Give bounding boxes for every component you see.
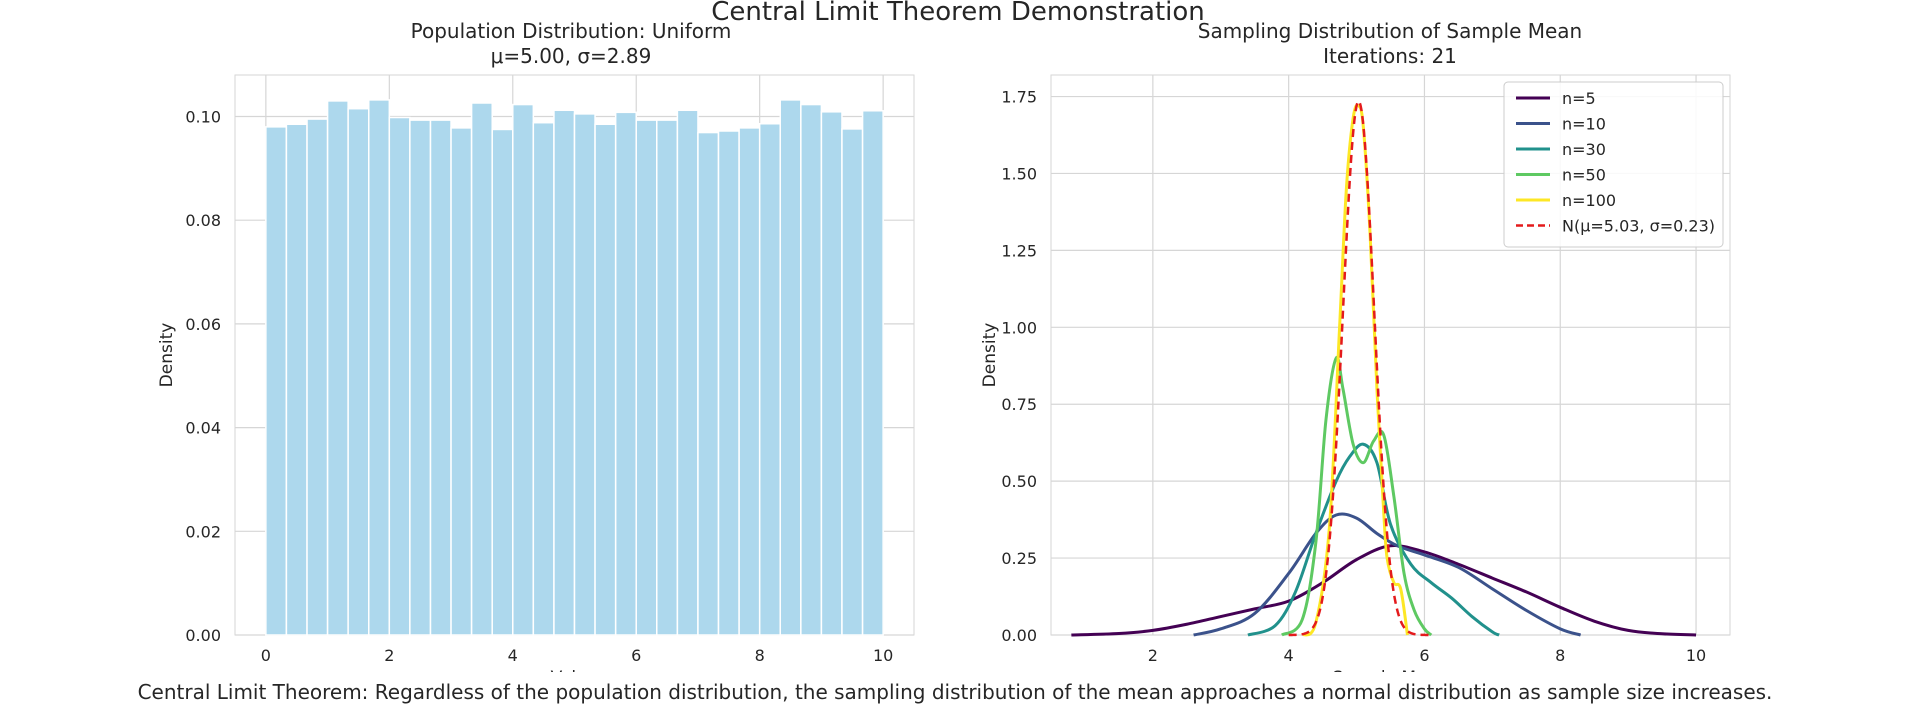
histogram-bar [841,128,864,636]
sampling-x-tick-label: 2 [1148,646,1158,665]
sampling-x-tick-label: 10 [1686,646,1706,665]
histogram-bar [656,119,679,636]
legend-label: n=50 [1562,166,1606,185]
sampling-x-tick-label: 8 [1555,646,1565,665]
sampling-title: Sampling Distribution of Sample Mean [1198,19,1582,43]
legend-label: n=30 [1562,140,1606,159]
histogram-bar [553,109,576,636]
sampling-x-ticks: 2 4 6 8 10 [1148,646,1706,665]
sampling-distribution-panel: Sampling Distribution of Sample Mean Ite… [980,19,1731,688]
legend-entry: n=5 [1516,89,1596,108]
histogram-y-ticks: 0.00 0.02 0.04 0.06 0.08 0.10 [185,107,221,645]
legend-label: n=5 [1562,89,1596,108]
histogram-y-tick-label: 0.10 [185,107,221,126]
caption-background [0,672,1911,706]
histogram-bar [676,109,699,636]
sampling-density-curves [1071,99,1697,637]
histogram-bar [532,121,555,636]
histogram-x-tick-label: 6 [631,646,641,665]
histogram-y-tick-label: 0.08 [185,211,221,230]
density-curve-n-50 [1280,355,1433,637]
histogram-x-tick-label: 0 [261,646,271,665]
histogram-x-tick-label: 8 [755,646,765,665]
density-curve-n-5 [1071,544,1697,637]
legend-entry: N(μ=5.03, σ=0.23) [1516,217,1715,236]
histogram-y-axis-label: Density [157,323,177,388]
population-histogram-panel: Population Distribution: Uniform μ=5.00,… [157,19,915,688]
histogram-x-tick-label: 2 [384,646,394,665]
density-curve-n-10 [1193,512,1582,637]
histogram-bar [573,113,596,636]
histogram-bar [285,123,308,636]
histogram-bar [594,123,617,636]
legend: n=5 n=10 n=30 n=50 n=100 N(μ=5.03, σ=0.23) [1503,81,1724,248]
legend-frame [1503,81,1724,248]
sampling-y-ticks: 0.00 0.25 0.50 0.75 1.00 1.25 1.50 1.75 [1001,88,1037,645]
histogram-title: Population Distribution: Uniform [411,19,732,43]
histogram-y-tick-label: 0.02 [185,522,221,541]
histogram-bar [717,130,740,636]
sampling-y-tick-label: 0.75 [1001,395,1037,414]
histogram-x-tick-label: 10 [873,646,893,665]
histogram-bar [491,128,514,636]
histogram-subtitle: μ=5.00, σ=2.89 [491,44,652,68]
histogram-x-ticks: 0 2 4 6 8 10 [261,646,894,665]
histogram-bar [820,111,843,636]
histogram-bar [388,116,411,636]
histogram-bar [265,126,288,636]
sampling-x-tick-label: 6 [1419,646,1429,665]
legend-entry: n=50 [1516,166,1606,185]
histogram-bar [758,122,781,636]
histogram-bar [697,131,720,636]
figure-title: Central Limit Theorem Demonstration [711,0,1205,27]
histogram-x-tick-label: 4 [508,646,518,665]
sampling-y-tick-label: 0.00 [1001,626,1037,645]
sampling-y-tick-label: 0.50 [1001,472,1037,491]
histogram-bar [368,99,391,636]
histogram-bar [347,107,370,636]
histogram-bar [738,127,761,636]
sampling-y-tick-label: 1.50 [1001,164,1037,183]
histogram-bars [265,99,884,636]
legend-entry: n=10 [1516,115,1606,134]
sampling-y-tick-label: 1.00 [1001,318,1037,337]
histogram-bar [512,103,535,636]
legend-label: n=10 [1562,115,1606,134]
histogram-bar [614,111,637,636]
legend-entry: n=100 [1516,191,1616,210]
sampling-subtitle: Iterations: 21 [1323,44,1457,68]
histogram-bar [326,100,349,636]
sampling-y-tick-label: 0.25 [1001,549,1037,568]
legend-label: N(μ=5.03, σ=0.23) [1562,217,1715,236]
histogram-bar [861,110,884,636]
density-curve-n-100 [1301,103,1409,637]
figure-caption: Central Limit Theorem: Regardless of the… [138,680,1773,704]
histogram-y-tick-label: 0.00 [185,626,221,645]
sampling-y-tick-label: 1.75 [1001,88,1037,107]
histogram-bar [306,118,329,636]
legend-label: n=100 [1562,191,1616,210]
histogram-bar [470,102,493,636]
density-curve-n-30 [1247,442,1500,637]
histogram-bar [800,103,823,636]
legend-entry: n=30 [1516,140,1606,159]
histogram-bar [635,119,658,636]
histogram-bar [429,119,452,636]
histogram-bar [779,99,802,636]
sampling-y-tick-label: 1.25 [1001,241,1037,260]
histogram-y-tick-label: 0.06 [185,315,221,334]
sampling-x-tick-label: 4 [1284,646,1294,665]
histogram-bar [409,119,432,636]
histogram-bar [450,127,473,636]
sampling-y-axis-label: Density [980,323,1000,388]
histogram-y-tick-label: 0.04 [185,419,221,438]
normal-fit-curve [1288,99,1432,637]
